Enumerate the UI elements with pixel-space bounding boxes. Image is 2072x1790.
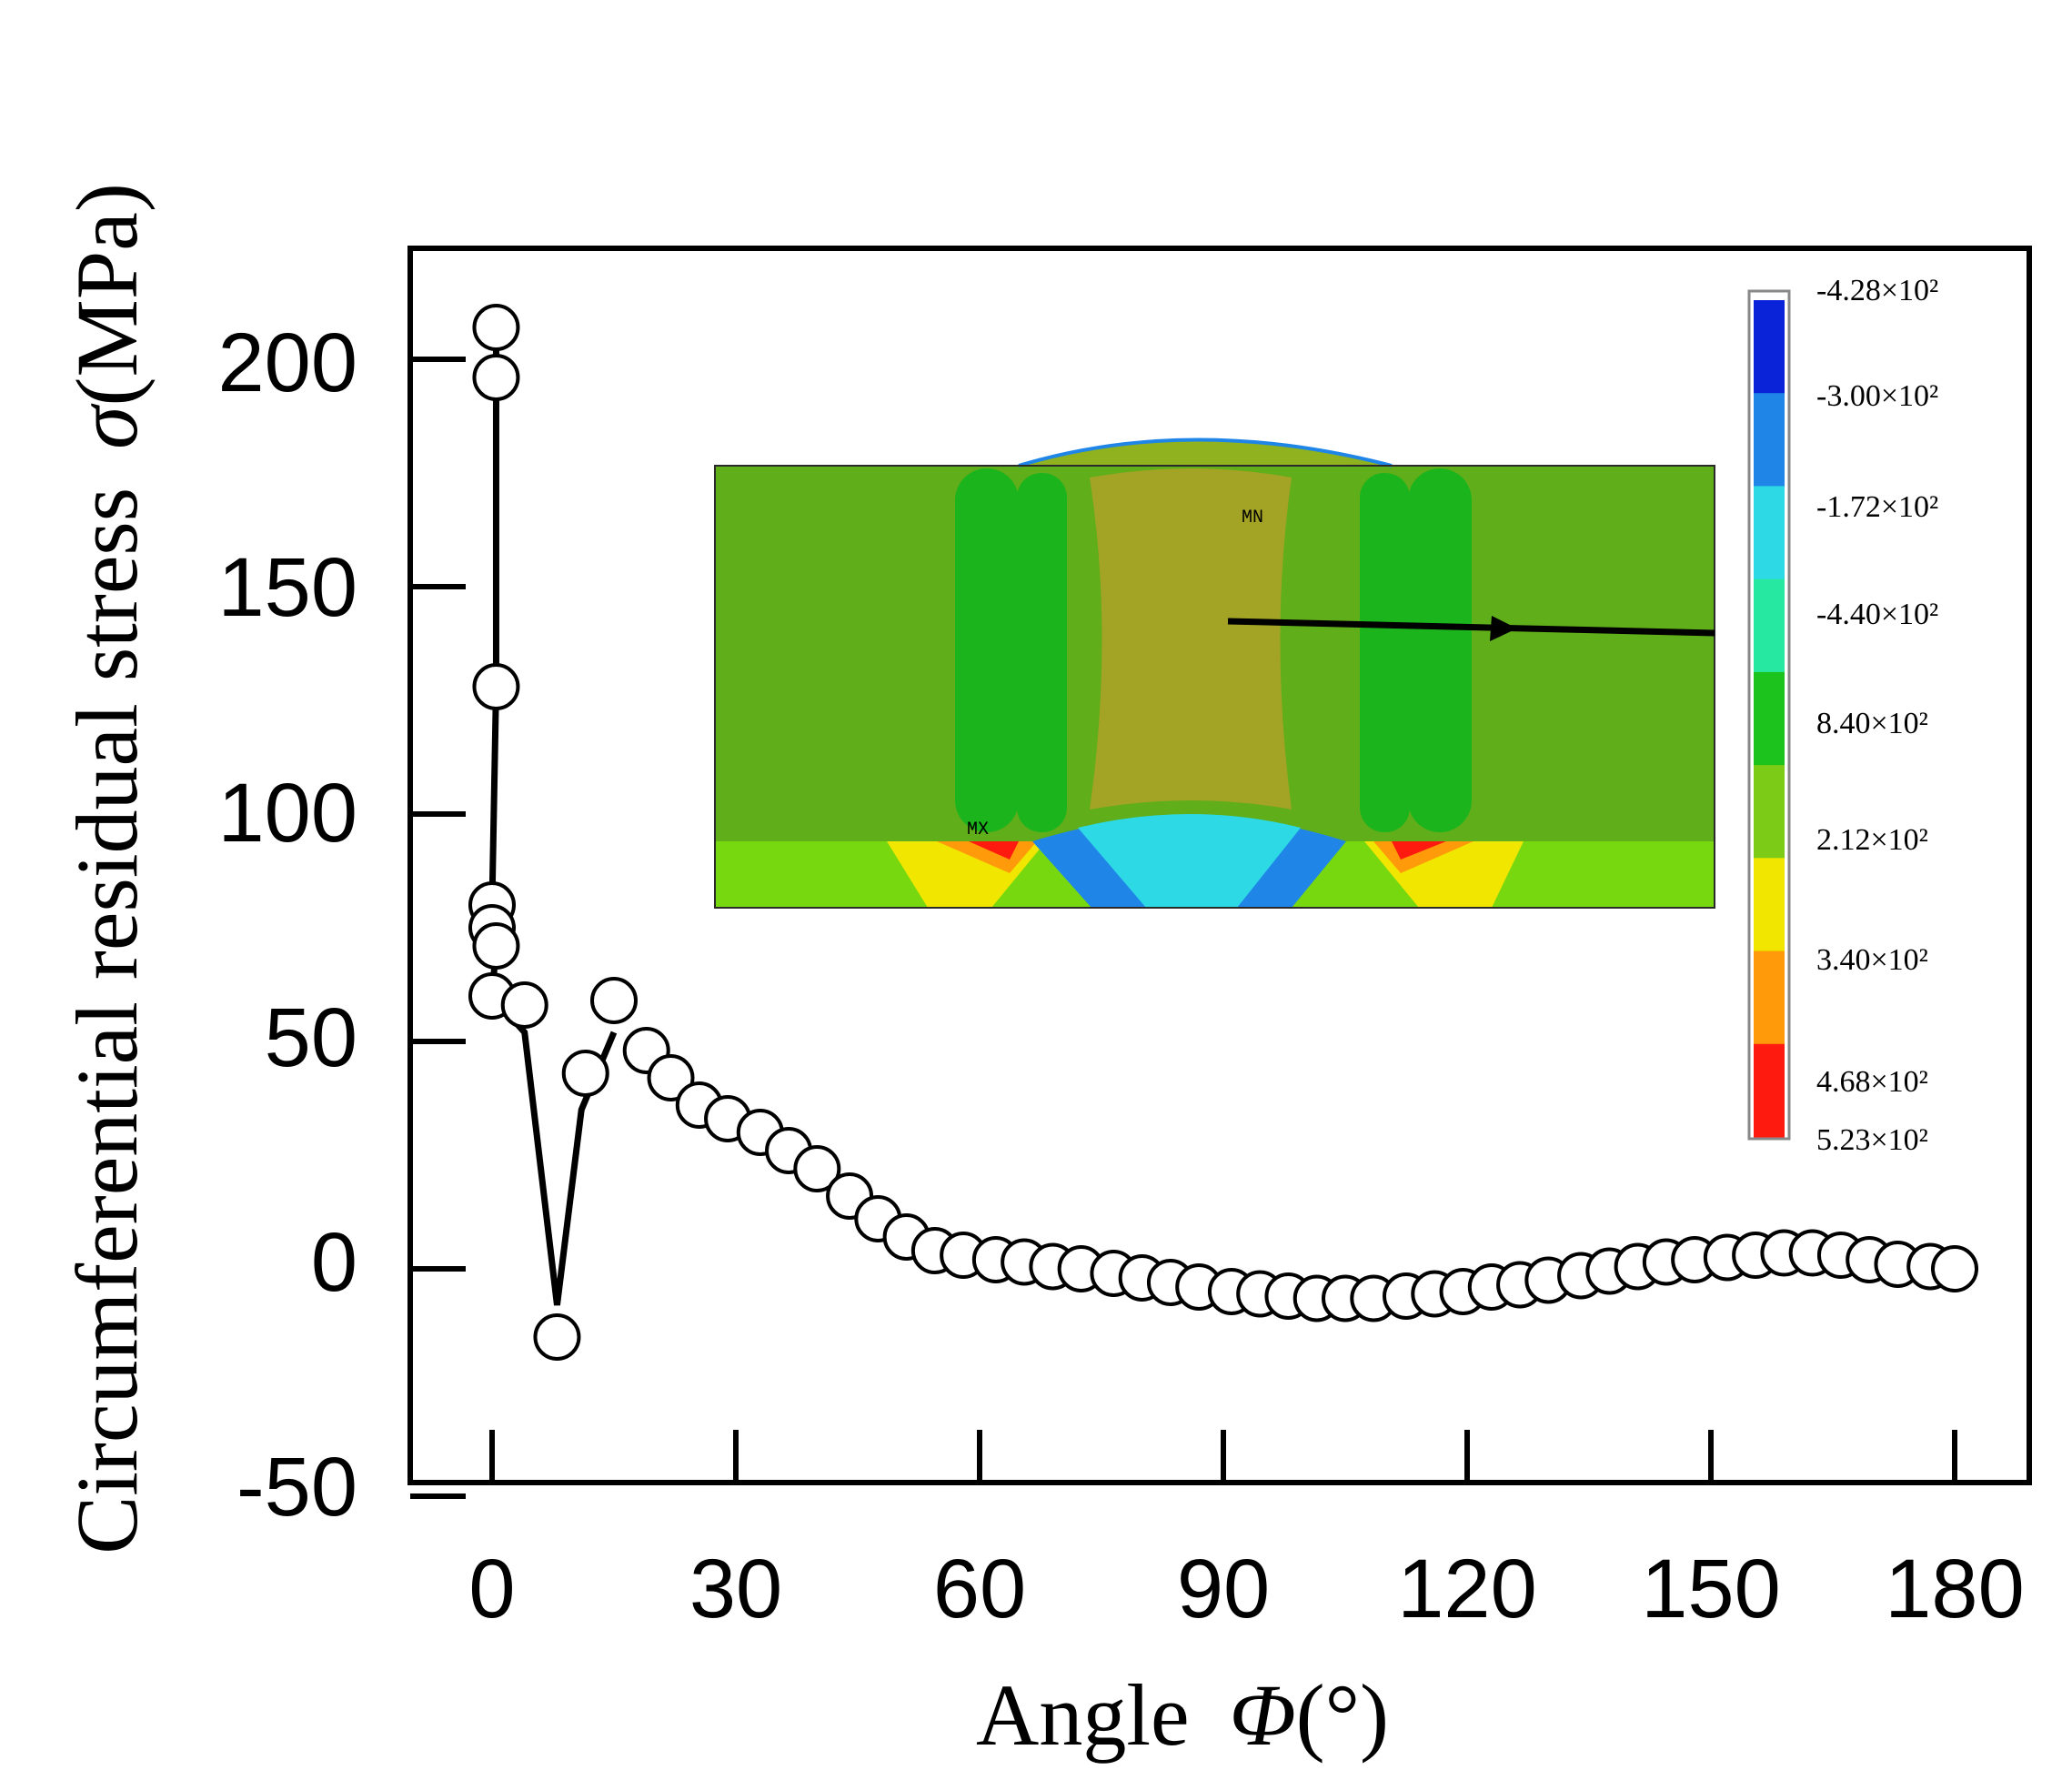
x-axis-ticks bbox=[489, 1430, 1957, 1483]
inset-max-marker: MX bbox=[967, 820, 989, 840]
inset-min-marker: MN bbox=[1242, 508, 1263, 528]
y-tick-label: 100 bbox=[218, 767, 358, 860]
colorbar-band bbox=[1754, 1043, 1785, 1138]
colorbar-band bbox=[1754, 765, 1785, 859]
trend-line-layer bbox=[488, 327, 618, 1306]
x-axis-title-text: Angle bbox=[976, 1666, 1190, 1764]
colorbar-label: 4.68×10² bbox=[1816, 1065, 1928, 1099]
colorbar-label: -4.28×10² bbox=[1816, 274, 1938, 307]
y-axis-title-text: Circumferential residual stress bbox=[58, 488, 156, 1554]
x-tick-label: 30 bbox=[689, 1543, 782, 1635]
colorbar-band bbox=[1754, 578, 1785, 673]
x-tick-label: 150 bbox=[1641, 1543, 1781, 1635]
colorbar-band bbox=[1754, 671, 1785, 766]
x-tick-labels: 0 30 60 90 120 150 180 bbox=[468, 1543, 2024, 1635]
y-tick-labels: 200 150 100 50 0 -50 bbox=[218, 317, 358, 1534]
inset-red-left bbox=[969, 841, 1019, 860]
x-axis-title: Angle Φ(°) bbox=[976, 1666, 1389, 1764]
inset-contour-image: MN MX bbox=[714, 437, 1715, 909]
y-tick-label: -50 bbox=[236, 1441, 357, 1534]
y-tick-label: 0 bbox=[311, 1216, 357, 1309]
trend-line bbox=[488, 327, 618, 1306]
colorbar-label: 3.40×10² bbox=[1816, 943, 1928, 977]
inset-weld-cap-edge bbox=[1018, 437, 1393, 468]
colorbar-label: -4.40×10² bbox=[1816, 598, 1938, 631]
inset-haz-right-2 bbox=[1408, 468, 1472, 832]
x-axis-unit: (°) bbox=[1296, 1666, 1389, 1764]
inset-root-cyan bbox=[1078, 814, 1301, 908]
x-tick-label: 120 bbox=[1397, 1543, 1537, 1635]
data-point bbox=[590, 977, 638, 1024]
data-points-layer bbox=[468, 304, 1978, 1361]
inset-outline bbox=[714, 465, 1715, 909]
data-point bbox=[472, 922, 520, 970]
colorbar-band bbox=[1754, 858, 1785, 952]
data-point bbox=[793, 1145, 841, 1192]
x-tick-label: 60 bbox=[933, 1543, 1026, 1635]
y-axis-symbol: σ bbox=[58, 403, 156, 449]
data-point bbox=[472, 304, 520, 351]
x-axis-symbol: Φ bbox=[1230, 1666, 1296, 1764]
colorbar-label: 5.23×10² bbox=[1816, 1123, 1928, 1157]
colorbar: -4.28×10² -3.00×10² -1.72×10² -4.40×10² … bbox=[1747, 274, 1938, 1157]
colorbar-band bbox=[1754, 300, 1785, 394]
inset-path-arrowhead bbox=[1490, 616, 1517, 641]
y-tick-label: 200 bbox=[218, 317, 358, 409]
colorbar-band bbox=[1754, 486, 1785, 580]
plot-frame bbox=[407, 246, 2032, 1485]
data-point bbox=[1931, 1245, 1978, 1292]
x-tick-label: 180 bbox=[1885, 1543, 2025, 1635]
inset-haz-right-1 bbox=[1360, 473, 1410, 832]
colorbar-bands bbox=[1754, 300, 1785, 1138]
colorbar-label: -1.72×10² bbox=[1816, 490, 1938, 524]
data-point bbox=[533, 1313, 581, 1361]
y-axis-unit: (MPa) bbox=[58, 183, 156, 406]
x-tick-label: 90 bbox=[1177, 1543, 1270, 1635]
y-axis-title: Circumferential residual stress σ(MPa) bbox=[58, 183, 156, 1554]
colorbar-label: 8.40×10² bbox=[1816, 707, 1928, 740]
colorbar-band bbox=[1754, 950, 1785, 1045]
colorbar-band bbox=[1754, 393, 1785, 487]
colorbar-frame bbox=[1747, 289, 1791, 1141]
inset-haz-left-2 bbox=[1017, 473, 1067, 832]
inset-path-arrow-line bbox=[1227, 618, 1715, 637]
data-point bbox=[561, 1050, 609, 1097]
data-point bbox=[500, 981, 548, 1029]
y-tick-label: 50 bbox=[265, 991, 357, 1084]
x-tick-label: 0 bbox=[468, 1543, 515, 1635]
colorbar-label: -3.00×10² bbox=[1816, 379, 1938, 413]
data-point bbox=[472, 663, 520, 710]
inset-haz-left-1 bbox=[955, 468, 1019, 832]
inset-red-right bbox=[1392, 841, 1446, 860]
colorbar-label: 2.12×10² bbox=[1816, 823, 1928, 857]
y-tick-label: 150 bbox=[218, 541, 358, 634]
y-axis-ticks bbox=[410, 357, 466, 1499]
data-point bbox=[472, 354, 520, 401]
inset-weld-core bbox=[1090, 468, 1292, 810]
data-point bbox=[647, 1054, 695, 1101]
